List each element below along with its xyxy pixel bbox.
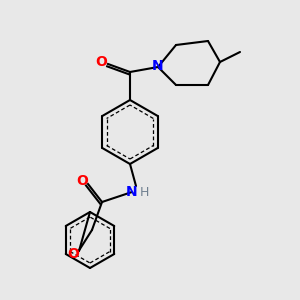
- Text: O: O: [76, 174, 88, 188]
- Text: N: N: [152, 59, 164, 73]
- Text: H: H: [139, 185, 149, 199]
- Text: N: N: [126, 185, 138, 199]
- Text: O: O: [67, 247, 79, 261]
- Text: O: O: [95, 55, 107, 69]
